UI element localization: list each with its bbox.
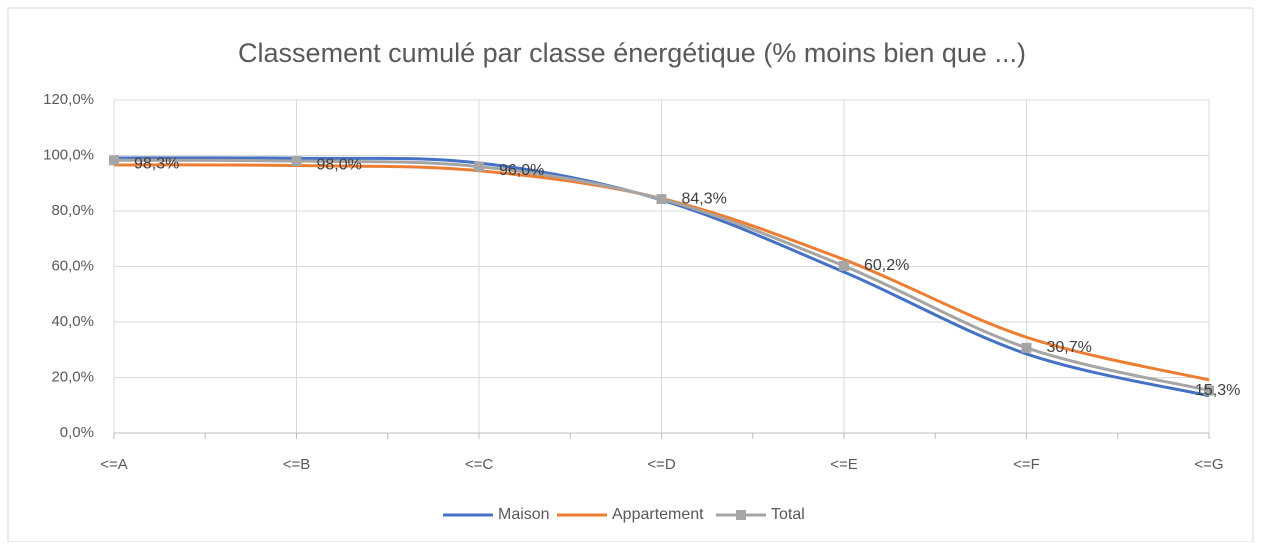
- marker: [1204, 385, 1214, 396]
- y-tick-label: 100,0%: [43, 146, 94, 163]
- data-label: 84,3%: [682, 190, 727, 207]
- x-tick-label: <=G: [1194, 456, 1223, 473]
- legend-label: Appartement: [612, 506, 704, 523]
- y-tick-label: 80,0%: [51, 202, 94, 219]
- data-label: 96,0%: [499, 162, 544, 179]
- chart-frame: [7, 7, 1254, 543]
- chart-title: Classement cumulé par classe énergétique…: [238, 38, 1026, 68]
- marker: [1021, 342, 1032, 353]
- marker: [291, 156, 302, 167]
- x-tick-label: <=D: [647, 456, 676, 473]
- legend-marker: [736, 510, 746, 520]
- data-label: 15,3%: [1195, 382, 1240, 399]
- marker: [656, 194, 667, 205]
- x-tick-label: <=E: [830, 456, 858, 473]
- data-label: 98,3%: [134, 155, 179, 172]
- y-tick-label: 0,0%: [60, 424, 94, 441]
- y-tick-label: 120,0%: [43, 91, 94, 108]
- legend-label: Total: [771, 506, 805, 523]
- marker: [109, 155, 119, 166]
- x-tick-label: <=B: [283, 456, 311, 473]
- data-label: 98,0%: [317, 156, 362, 173]
- y-tick-label: 60,0%: [51, 257, 94, 274]
- data-label: 30,7%: [1047, 339, 1092, 356]
- y-tick-label: 40,0%: [51, 313, 94, 330]
- x-tick-label: <=F: [1013, 456, 1040, 473]
- marker: [839, 260, 849, 271]
- marker: [474, 161, 484, 172]
- legend-label: Maison: [498, 506, 550, 523]
- data-label: 60,2%: [864, 257, 909, 274]
- x-tick-label: <=C: [465, 456, 494, 473]
- x-tick-label: <=A: [100, 456, 128, 473]
- y-tick-label: 20,0%: [51, 368, 94, 385]
